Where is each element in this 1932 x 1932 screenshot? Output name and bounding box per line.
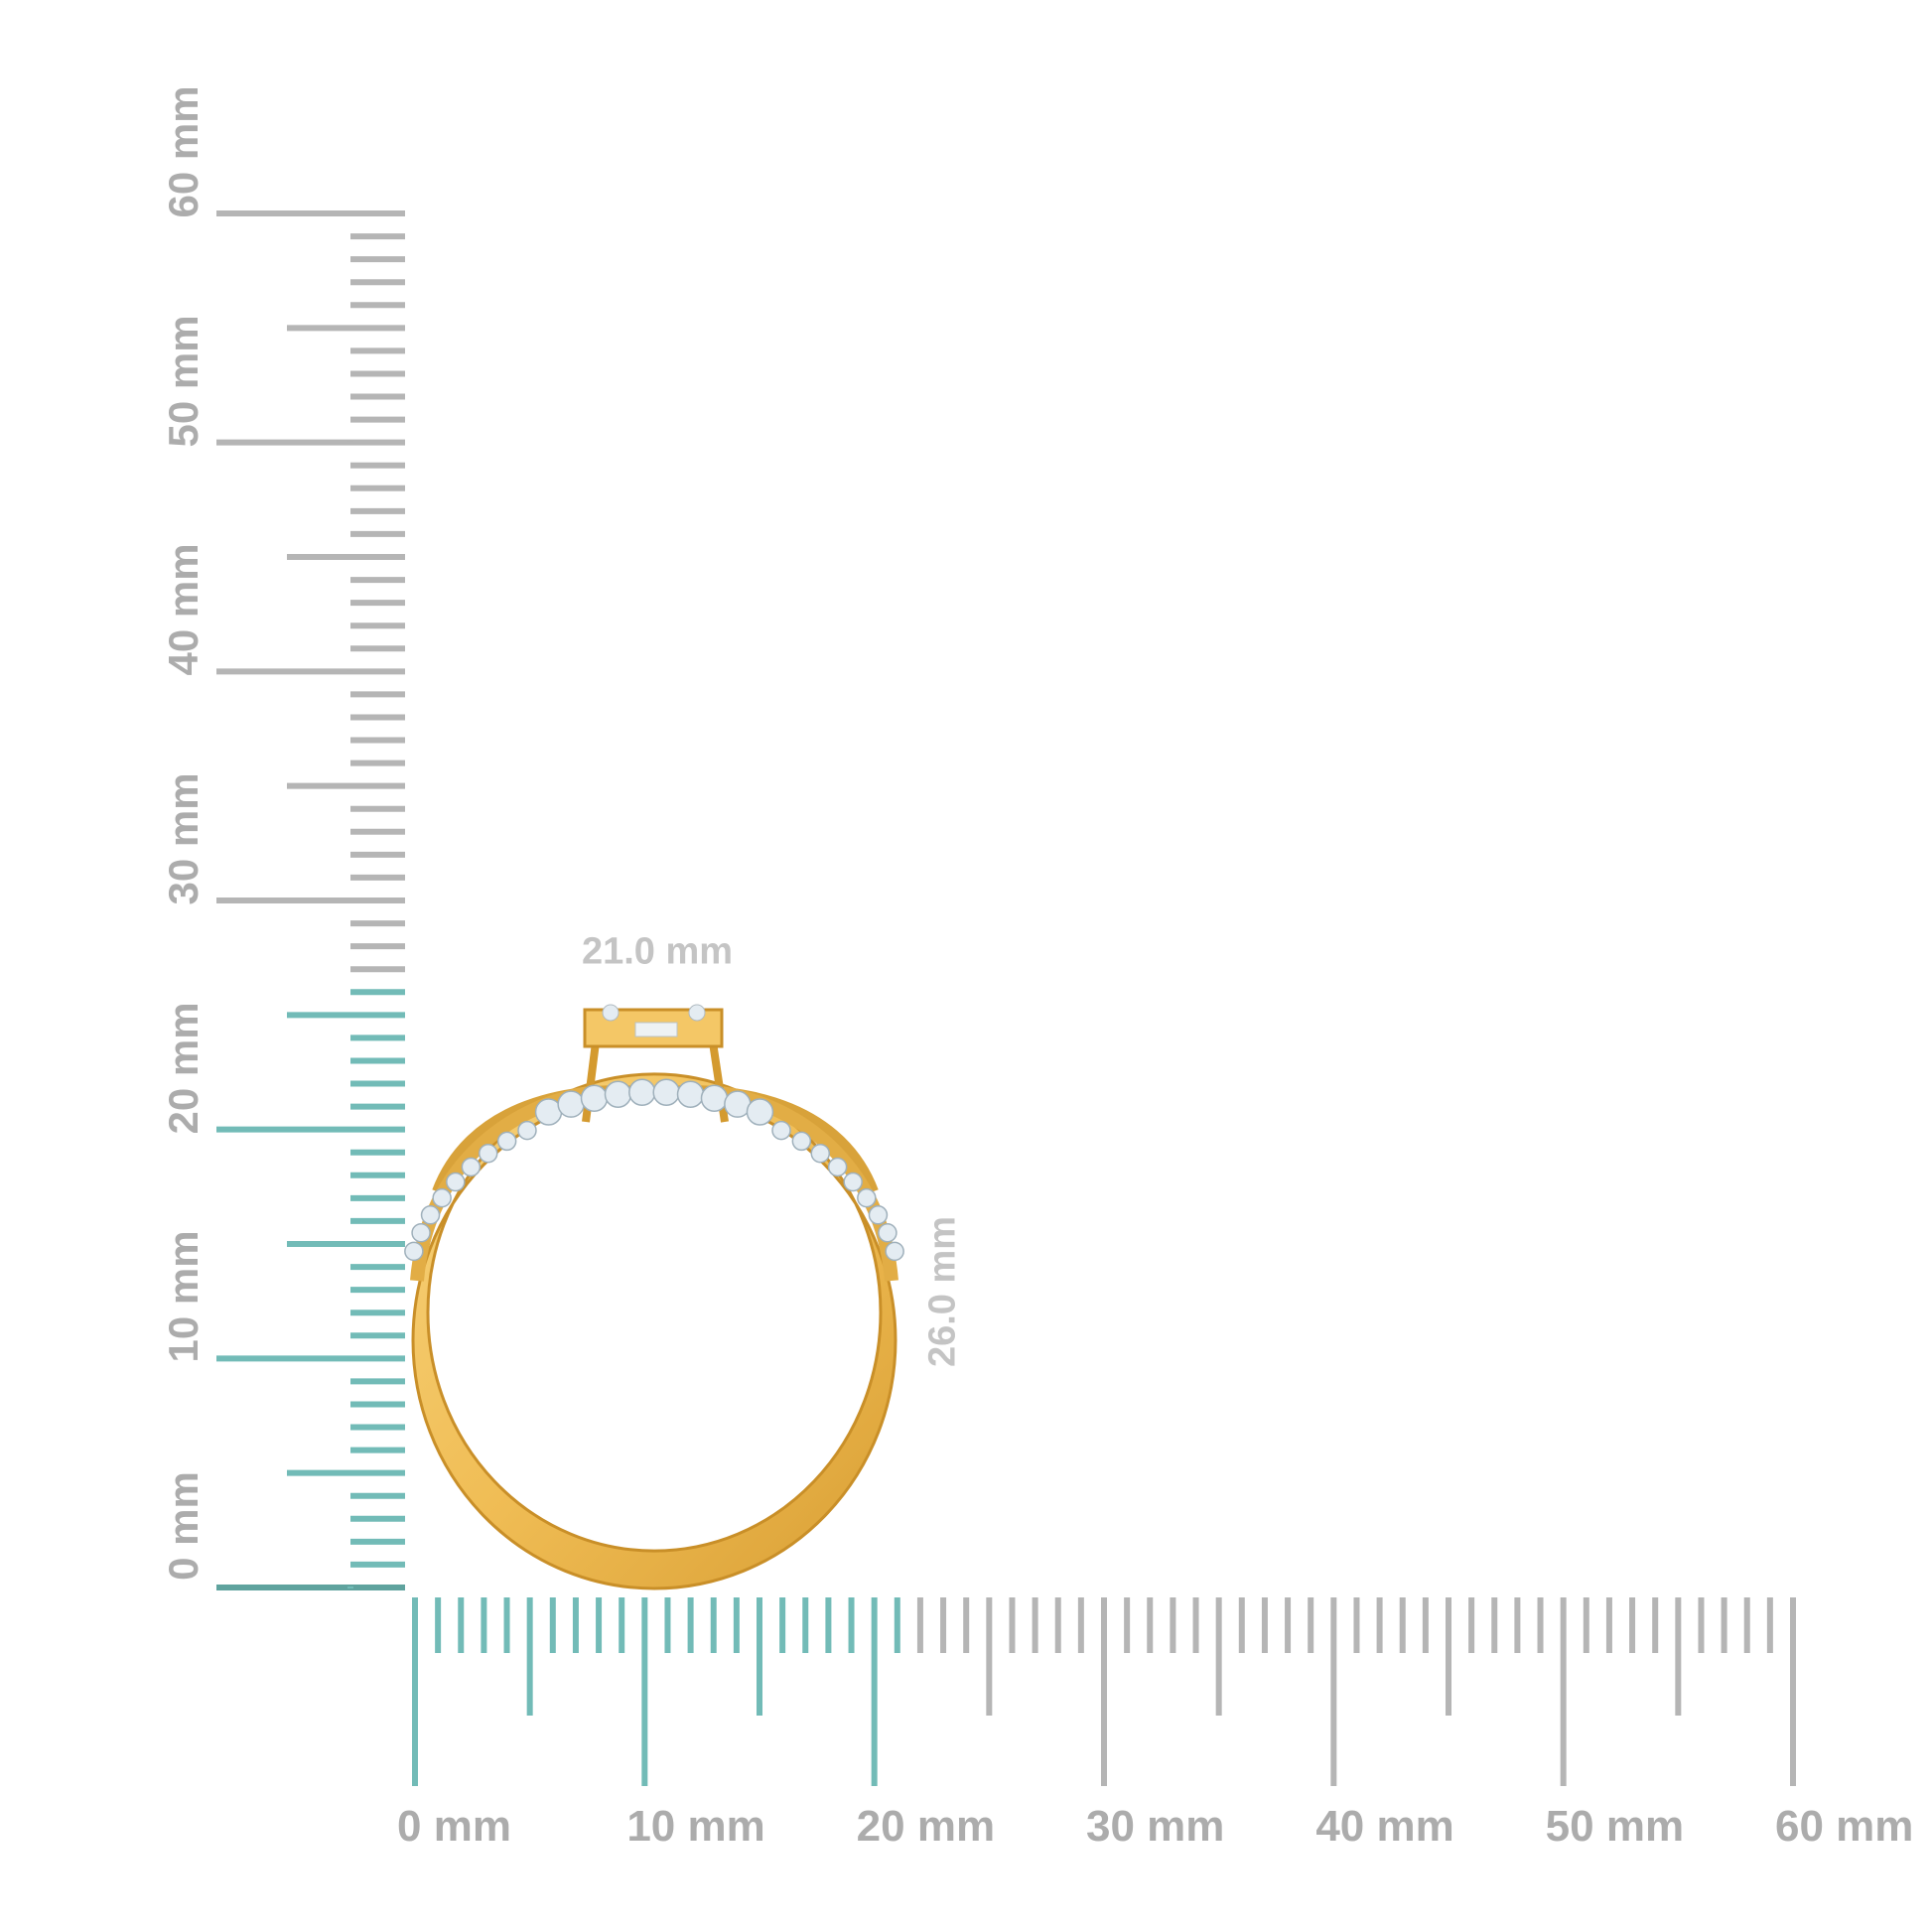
vertical-ruler-label: 10 mm <box>160 1230 207 1363</box>
vertical-ruler-label: 50 mm <box>160 315 207 448</box>
diamond-stone <box>810 1143 831 1164</box>
diamond-stone <box>411 1223 431 1243</box>
diamond-stone <box>771 1120 791 1141</box>
height-dimension-label: 26.0 mm <box>921 1215 964 1368</box>
diamond-stone <box>868 1205 889 1225</box>
vertical-ruler-label: 40 mm <box>160 543 207 676</box>
diamond-stone <box>827 1157 848 1177</box>
diamond-stone <box>652 1078 680 1107</box>
diamond-band <box>404 1078 904 1262</box>
diamond-stone <box>878 1223 897 1243</box>
horizontal-ruler-label: 40 mm <box>1315 1802 1454 1851</box>
diamond-stone <box>676 1080 705 1109</box>
diamond-stone <box>628 1078 656 1107</box>
diamond-stone <box>496 1131 517 1152</box>
diamond-stone <box>446 1172 466 1192</box>
diamond-stone <box>791 1131 812 1152</box>
ring-head <box>582 1004 729 1123</box>
diamond-stone <box>420 1205 441 1225</box>
diamond-stone <box>746 1098 774 1126</box>
diamond-stone <box>478 1143 498 1164</box>
width-dimension-label: 21.0 mm <box>581 930 734 973</box>
diamond-stone <box>700 1084 729 1112</box>
horizontal-ruler-label: 60 mm <box>1775 1802 1914 1851</box>
diamond-stone <box>557 1090 585 1118</box>
vertical-ruler-label: 30 mm <box>160 772 207 905</box>
horizontal-ruler-label: 10 mm <box>626 1802 765 1851</box>
diamond-stone <box>517 1120 537 1141</box>
diamond-stone <box>857 1187 877 1208</box>
vertical-ruler-label: 0 mm <box>160 1471 207 1581</box>
horizontal-ruler-label: 0 mm <box>397 1802 511 1851</box>
diamond-stone <box>432 1187 452 1208</box>
horizontal-ruler-label: 20 mm <box>856 1802 996 1851</box>
diamond-stone <box>404 1241 424 1262</box>
diamond-stone <box>580 1084 609 1112</box>
vertical-ruler-label: 60 mm <box>160 85 207 218</box>
diamond-stone <box>843 1172 863 1192</box>
diamond-stone <box>461 1157 482 1177</box>
vertical-ruler-label: 20 mm <box>160 1002 207 1135</box>
diamond-stone <box>604 1080 632 1109</box>
horizontal-ruler-label: 30 mm <box>1086 1802 1225 1851</box>
diamond-stone <box>885 1241 904 1262</box>
horizontal-ruler-label: 50 mm <box>1545 1802 1685 1851</box>
